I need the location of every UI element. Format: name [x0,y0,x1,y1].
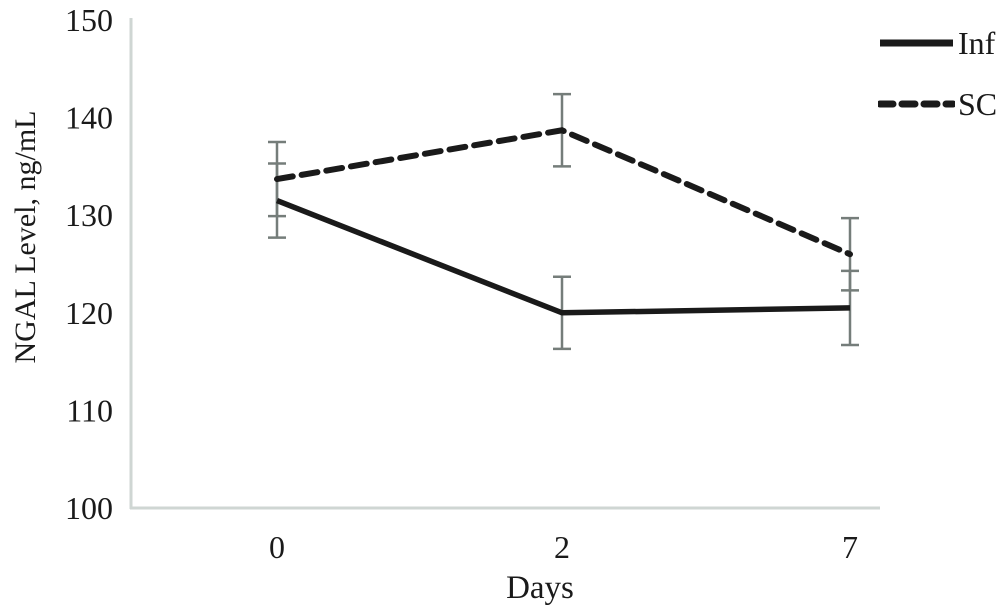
legend-item-sc: SC [878,84,997,124]
legend-label-inf: Inf [958,25,996,61]
y-tick-label: 120 [65,295,113,331]
x-axis-title: Days [506,570,574,606]
series-line-inf [275,198,851,316]
sc-dashed-line-sample [878,100,955,108]
y-tick-label: 110 [66,392,113,428]
y-tick-label: 140 [65,100,113,136]
series-line-sc [274,127,853,258]
y-axis-title: NGAL Level, ng/mL [9,110,42,364]
inf-solid-line-sample [880,39,953,47]
x-tick-label: 2 [554,529,570,565]
legend-item-inf: Inf [878,23,995,63]
y-tick-label: 150 [65,2,113,38]
y-tick-label: 100 [65,490,113,526]
x-tick-label: 7 [842,529,858,565]
y-tick-label: 130 [65,197,113,233]
legend-label-sc: SC [958,86,998,122]
x-tick-label: 0 [269,529,285,565]
